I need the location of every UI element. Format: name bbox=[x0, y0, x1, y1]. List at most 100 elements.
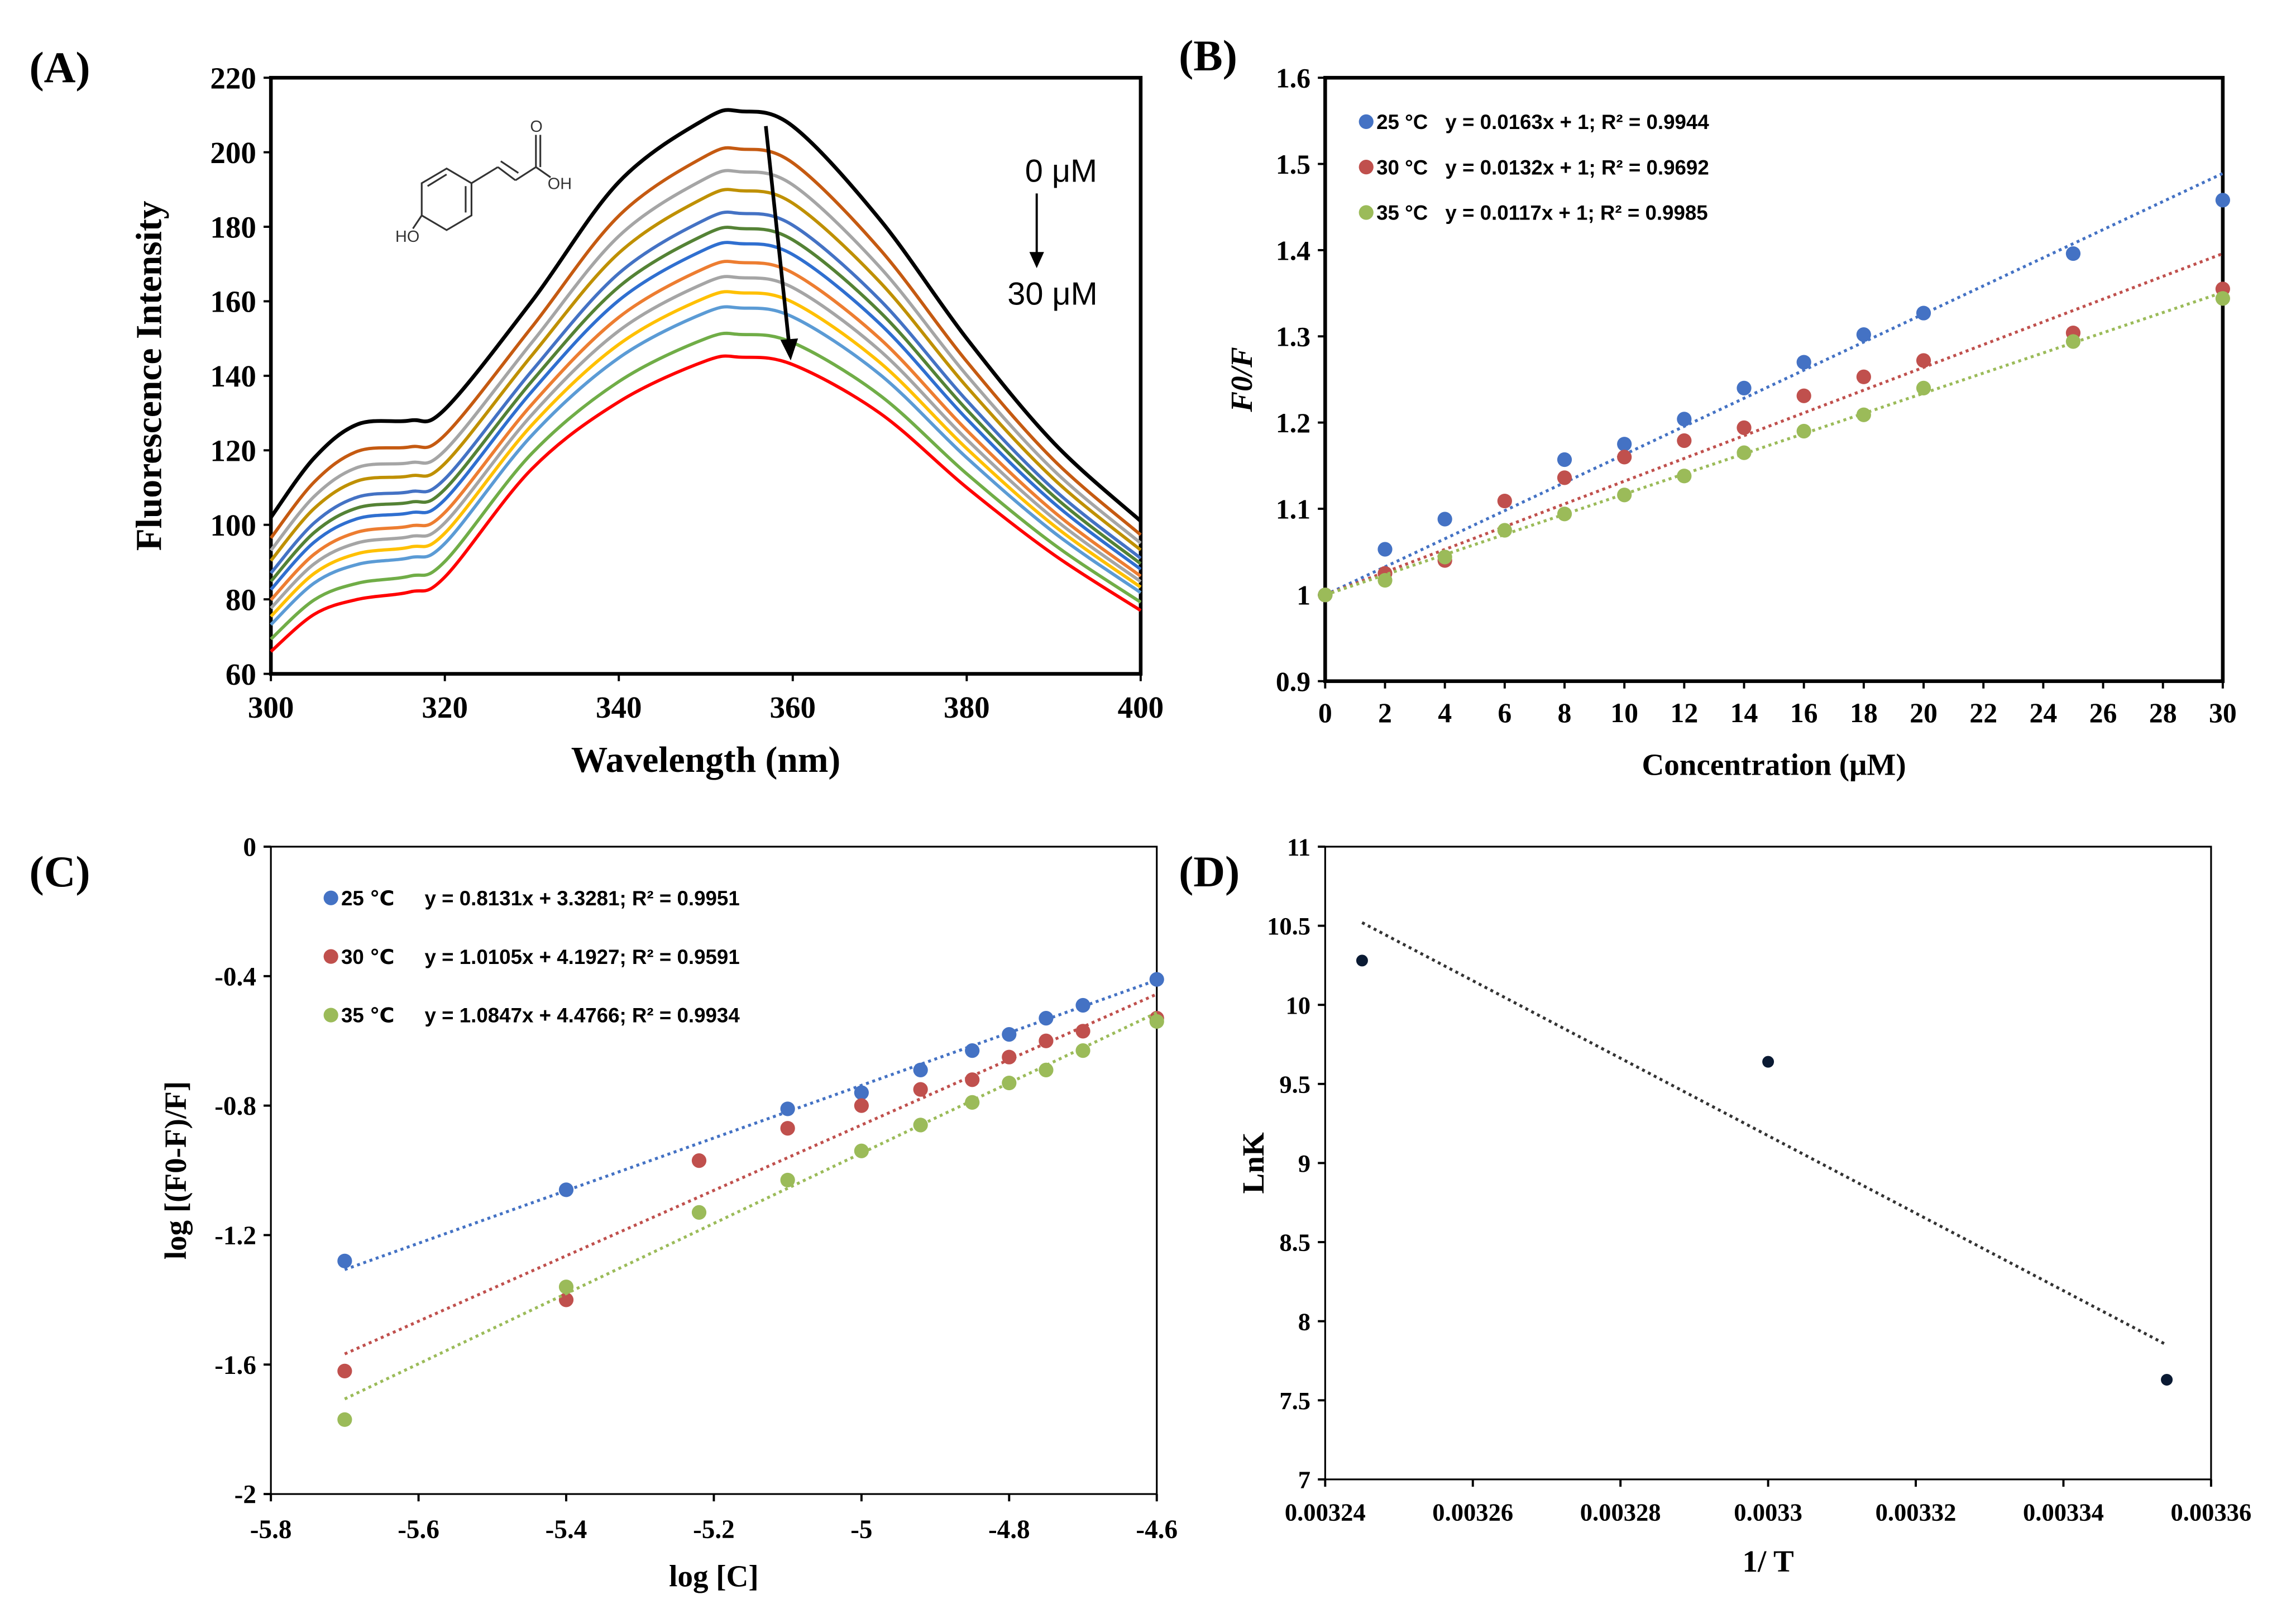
y-tick-label: 8 bbox=[1298, 1307, 1310, 1335]
y-tick-label: 11 bbox=[1287, 833, 1310, 861]
data-point bbox=[1437, 512, 1452, 527]
data-point bbox=[1149, 1014, 1164, 1029]
trendline bbox=[1324, 252, 2223, 596]
data-point bbox=[1796, 423, 1811, 439]
y-tick-label: -0.4 bbox=[214, 962, 256, 991]
data-point bbox=[913, 1118, 928, 1133]
data-point bbox=[558, 1292, 574, 1307]
data-point bbox=[965, 1043, 980, 1058]
y-tick-label: 0.9 bbox=[1276, 666, 1310, 697]
y-axis-label: Fluorescence Intensity bbox=[129, 200, 169, 551]
x-tick-label: 0.00328 bbox=[1580, 1498, 1661, 1526]
data-point bbox=[1737, 380, 1752, 395]
x-tick-label: 18 bbox=[1850, 698, 1878, 728]
data-point bbox=[1916, 380, 1931, 395]
legend-equation: y = 1.0105x + 4.1927; R² = 0.9591 bbox=[425, 946, 740, 968]
x-axis-label: Concentration (μM) bbox=[1642, 747, 1906, 781]
data-point bbox=[1075, 1024, 1090, 1039]
data-point bbox=[2215, 291, 2230, 306]
data-point bbox=[780, 1172, 795, 1188]
y-tick-label: 220 bbox=[210, 61, 256, 95]
x-tick-label: 4 bbox=[1438, 698, 1452, 728]
y-tick-label: -0.8 bbox=[214, 1092, 256, 1121]
panel-a: (A) O OH HO 0 μM 30 μM 300 320 340 360 380 40… bbox=[29, 44, 1164, 780]
data-point bbox=[854, 1098, 869, 1113]
legend-equation: y = 0.0163x + 1; R² = 0.9944 bbox=[1445, 111, 1709, 133]
x-tick-label: -5.2 bbox=[693, 1515, 735, 1544]
data-point bbox=[2065, 334, 2081, 349]
legend-equation: y = 1.0847x + 4.4766; R² = 0.9934 bbox=[425, 1004, 740, 1027]
data-point bbox=[1377, 542, 1393, 557]
data-point bbox=[337, 1412, 352, 1427]
spectrum-line bbox=[269, 169, 1142, 552]
data-point bbox=[1677, 412, 1692, 427]
structure-label-ho: HO bbox=[395, 228, 419, 246]
legend-marker bbox=[1359, 114, 1374, 129]
y-tick-label: 1 bbox=[1297, 580, 1310, 611]
data-point bbox=[1002, 1049, 1017, 1064]
trendline bbox=[1324, 291, 2223, 596]
y-tick-label: 1.3 bbox=[1276, 322, 1310, 352]
y-tick-label: 1.4 bbox=[1276, 235, 1310, 266]
trendline bbox=[1361, 921, 2168, 1347]
data-point bbox=[691, 1153, 707, 1168]
spectrum-line bbox=[270, 354, 1142, 653]
x-tick-label: 14 bbox=[1730, 698, 1758, 728]
trendline bbox=[344, 1011, 1157, 1401]
data-point bbox=[1617, 437, 1632, 452]
x-axis-label: 1/ T bbox=[1742, 1544, 1793, 1578]
trendline bbox=[1324, 172, 2223, 596]
data-point bbox=[1617, 450, 1632, 465]
data-point bbox=[1002, 1075, 1017, 1091]
x-tick-label: 10 bbox=[1610, 698, 1638, 728]
data-point bbox=[1039, 1033, 1054, 1048]
data-point bbox=[1856, 407, 1871, 422]
data-point bbox=[1761, 1054, 1776, 1070]
annotation-30-um: 30 μM bbox=[1007, 276, 1098, 312]
y-tick-label: 10 bbox=[1286, 991, 1311, 1019]
y-tick-label: 140 bbox=[210, 359, 256, 393]
y-tick-label: 60 bbox=[226, 657, 256, 691]
data-point bbox=[2159, 1372, 2174, 1387]
x-tick-label: -5 bbox=[850, 1515, 872, 1544]
legend-marker bbox=[1359, 205, 1374, 220]
x-tick-label: 0.00336 bbox=[2170, 1498, 2251, 1526]
annotation-0-um: 0 μM bbox=[1025, 153, 1097, 189]
x-tick-label: 400 bbox=[1118, 690, 1164, 724]
y-tick-label: 120 bbox=[210, 434, 256, 468]
panel-label-d: (D) bbox=[1179, 848, 1240, 896]
x-tick-label: 0.0033 bbox=[1734, 1498, 1802, 1526]
y-tick-label: 160 bbox=[210, 285, 256, 319]
spectrum-line bbox=[270, 260, 1142, 602]
spectrum-line bbox=[270, 305, 1142, 626]
y-tick-label: 9 bbox=[1298, 1149, 1310, 1177]
legend-label: 35 ℃ bbox=[341, 1004, 394, 1027]
y-tick-label: 1.6 bbox=[1276, 63, 1310, 94]
legend-marker bbox=[323, 890, 338, 905]
y-tick-label: 9.5 bbox=[1279, 1070, 1310, 1098]
spectrum-line bbox=[269, 146, 1142, 540]
x-tick-label: 20 bbox=[1910, 698, 1938, 728]
x-tick-label: 0 bbox=[1318, 698, 1332, 728]
x-tick-label: -5.8 bbox=[250, 1515, 292, 1544]
x-tick-label: 26 bbox=[2089, 698, 2117, 728]
y-tick-label: -2 bbox=[235, 1481, 256, 1510]
y-tick-label: 100 bbox=[210, 508, 256, 542]
spectrum-line bbox=[269, 108, 1142, 523]
x-tick-label: 22 bbox=[1969, 698, 1997, 728]
panel-d: (D) 0.00324 0.00326 0.00328 0.0033 0.00332 0.… bbox=[1179, 833, 2251, 1579]
x-tick-label: 24 bbox=[2029, 698, 2057, 728]
structure-label-oh: OH bbox=[548, 175, 572, 193]
data-point bbox=[1377, 572, 1393, 588]
data-point bbox=[965, 1072, 980, 1087]
concentration-arrow-head bbox=[1029, 252, 1044, 269]
y-axis-label: F0/F bbox=[1224, 347, 1259, 412]
spectrum-line bbox=[270, 331, 1142, 641]
legend-marker bbox=[1359, 160, 1374, 175]
legend-marker bbox=[323, 949, 338, 964]
y-tick-label: 0 bbox=[243, 833, 256, 862]
plot-frame bbox=[1323, 75, 2225, 683]
x-tick-label: -5.4 bbox=[546, 1515, 587, 1544]
y-tick-label: 1.1 bbox=[1276, 494, 1310, 524]
